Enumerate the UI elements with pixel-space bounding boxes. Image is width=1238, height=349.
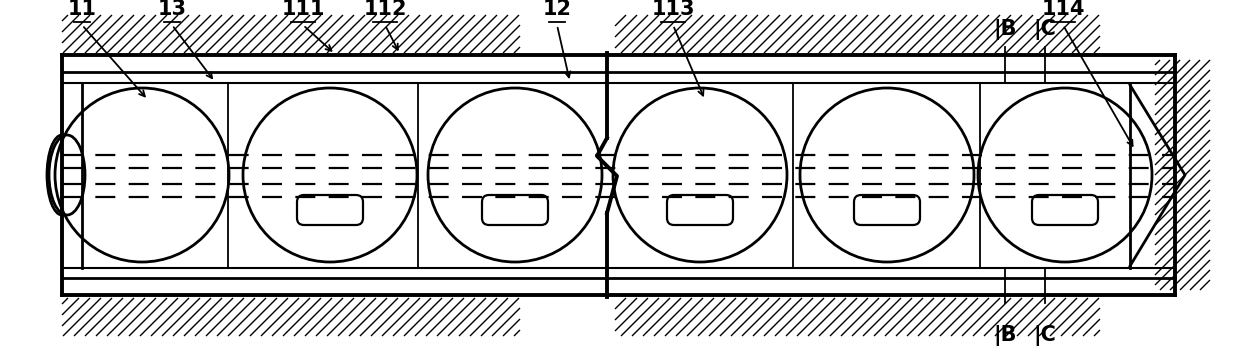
- Text: 111: 111: [281, 0, 324, 19]
- Text: 114: 114: [1041, 0, 1084, 19]
- Text: |C: |C: [1034, 325, 1056, 346]
- Text: |B: |B: [993, 325, 1016, 346]
- Text: |C: |C: [1034, 20, 1056, 40]
- Text: 13: 13: [157, 0, 187, 19]
- Text: 12: 12: [542, 0, 572, 19]
- Text: 11: 11: [68, 0, 97, 19]
- Text: 112: 112: [363, 0, 407, 19]
- Text: |B: |B: [993, 20, 1016, 40]
- Text: 113: 113: [651, 0, 695, 19]
